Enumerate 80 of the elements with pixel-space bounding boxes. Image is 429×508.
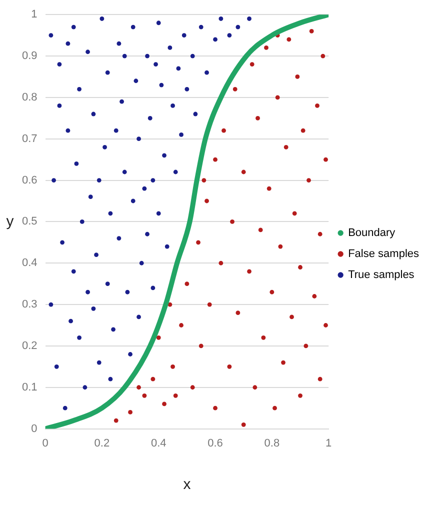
y-tick-label: 0.3 xyxy=(22,298,38,311)
point xyxy=(247,269,252,274)
point xyxy=(128,410,132,414)
point xyxy=(230,220,234,224)
point xyxy=(250,62,254,67)
point xyxy=(264,46,268,50)
point xyxy=(150,376,156,382)
x-tick-label: 0.2 xyxy=(94,437,110,450)
point xyxy=(270,290,274,294)
point xyxy=(198,344,204,348)
point xyxy=(320,54,326,58)
point xyxy=(278,244,283,249)
point xyxy=(290,314,294,320)
point xyxy=(306,178,311,182)
point xyxy=(318,232,322,236)
point xyxy=(202,178,206,182)
y-tick-label: 0.1 xyxy=(22,381,38,394)
point xyxy=(207,302,212,307)
point xyxy=(258,228,263,232)
y-tick-label: 0.4 xyxy=(22,257,38,270)
y-tick-label: 0.6 xyxy=(22,174,38,186)
point xyxy=(213,406,218,410)
point xyxy=(196,240,200,245)
y-tick-label: 0.8 xyxy=(22,91,38,104)
x-tick-label: 0.4 xyxy=(150,437,166,450)
point xyxy=(272,406,277,410)
point xyxy=(266,186,272,191)
point xyxy=(252,385,258,390)
point xyxy=(241,422,246,427)
point xyxy=(204,198,209,204)
y-tick-label: 0.2 xyxy=(22,340,38,352)
point xyxy=(241,170,246,174)
x-axis-title: x xyxy=(183,476,192,494)
legend-label: Boundary xyxy=(348,227,396,240)
x-tick-label: 0 xyxy=(42,437,48,450)
point xyxy=(281,360,286,365)
legend-label: False samples xyxy=(348,248,420,260)
point xyxy=(295,74,300,79)
point xyxy=(275,95,280,100)
point xyxy=(304,344,308,348)
y-tick-label: 0 xyxy=(31,422,38,435)
y-tick-label: 1 xyxy=(31,8,38,21)
point xyxy=(298,393,302,398)
point xyxy=(114,418,118,423)
point xyxy=(324,157,328,162)
point xyxy=(156,335,161,340)
x-tick-label: 1 xyxy=(326,437,332,450)
point xyxy=(298,265,302,270)
point xyxy=(218,260,224,266)
x-tick-label: 0.8 xyxy=(264,437,280,450)
point xyxy=(292,211,297,216)
point xyxy=(261,335,266,340)
point xyxy=(142,393,147,398)
point xyxy=(324,323,328,328)
point xyxy=(312,294,317,298)
y-axis-title: y xyxy=(6,212,14,230)
x-tick-label: 0.6 xyxy=(208,437,223,450)
point xyxy=(236,310,240,316)
point xyxy=(162,402,166,406)
point xyxy=(315,104,320,108)
point xyxy=(256,116,260,120)
point xyxy=(190,385,195,390)
point xyxy=(309,28,314,34)
point xyxy=(222,128,226,133)
point xyxy=(184,282,190,286)
point xyxy=(284,144,288,150)
legend-label: True samples xyxy=(348,269,415,282)
point xyxy=(232,86,238,92)
y-tick-label: 0.9 xyxy=(22,50,38,62)
point xyxy=(213,157,218,162)
y-tick-label: 0.5 xyxy=(22,216,38,228)
point xyxy=(179,323,184,328)
point xyxy=(136,385,141,390)
point xyxy=(286,37,292,42)
point xyxy=(173,393,178,398)
point xyxy=(170,364,175,369)
point xyxy=(318,376,322,382)
y-tick-label: 0.7 xyxy=(22,132,38,145)
point xyxy=(300,128,306,133)
point xyxy=(227,364,232,369)
